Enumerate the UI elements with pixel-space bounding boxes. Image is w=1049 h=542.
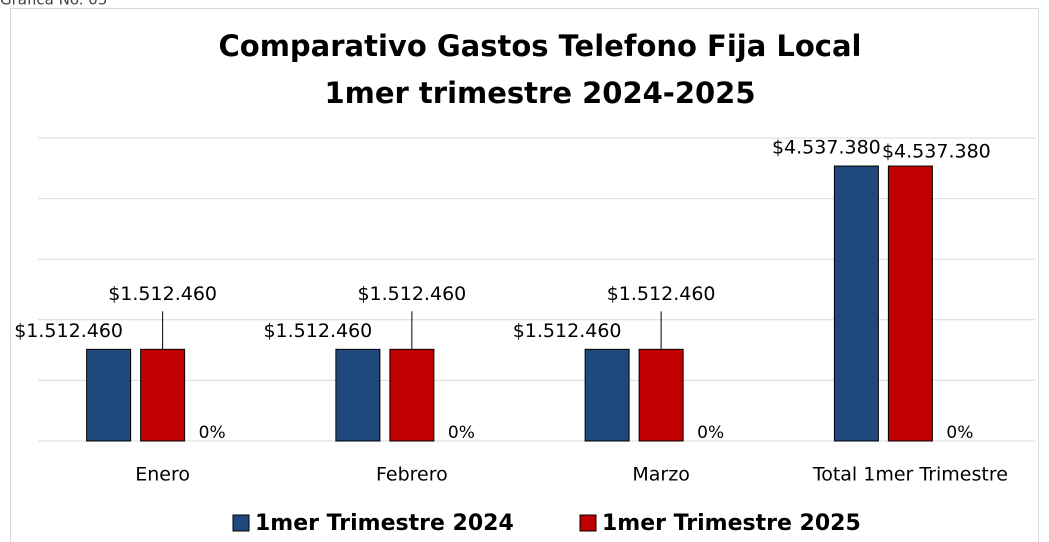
data-label: $4.537.380 xyxy=(882,141,991,163)
data-label: 0% xyxy=(946,423,973,443)
legend-label: 1mer Trimestre 2024 xyxy=(255,511,514,536)
chart-frame xyxy=(10,8,1039,542)
caption: Gráfica No. 05 xyxy=(0,0,107,9)
data-label: $1.512.460 xyxy=(513,320,622,342)
data-label: $1.512.460 xyxy=(108,283,217,305)
x-tick-label: Marzo xyxy=(632,464,689,486)
chart-title: 1mer trimestre 2024-2025 xyxy=(324,76,755,110)
bar xyxy=(335,348,381,442)
legend-swatch xyxy=(579,514,597,532)
data-label: 0% xyxy=(697,423,724,443)
chart-title: Comparativo Gastos Telefono Fija Local xyxy=(219,29,862,63)
data-label: $4.537.380 xyxy=(772,137,881,159)
bar xyxy=(887,165,933,442)
bar xyxy=(389,348,435,442)
legend-swatch xyxy=(232,514,250,532)
x-tick-label: Febrero xyxy=(376,464,448,486)
legend-label: 1mer Trimestre 2025 xyxy=(602,511,861,536)
bar xyxy=(638,348,684,442)
data-label: 0% xyxy=(448,423,475,443)
bar xyxy=(140,348,186,442)
bar xyxy=(833,165,879,442)
data-label: $1.512.460 xyxy=(14,320,123,342)
data-label: 0% xyxy=(199,423,226,443)
data-label: $1.512.460 xyxy=(607,283,716,305)
x-tick-label: Enero xyxy=(135,464,190,486)
x-tick-label: Total 1mer Trimestre xyxy=(812,464,1008,486)
bar xyxy=(86,348,132,442)
data-label: $1.512.460 xyxy=(263,320,372,342)
data-label: $1.512.460 xyxy=(357,283,466,305)
bar xyxy=(584,348,630,442)
